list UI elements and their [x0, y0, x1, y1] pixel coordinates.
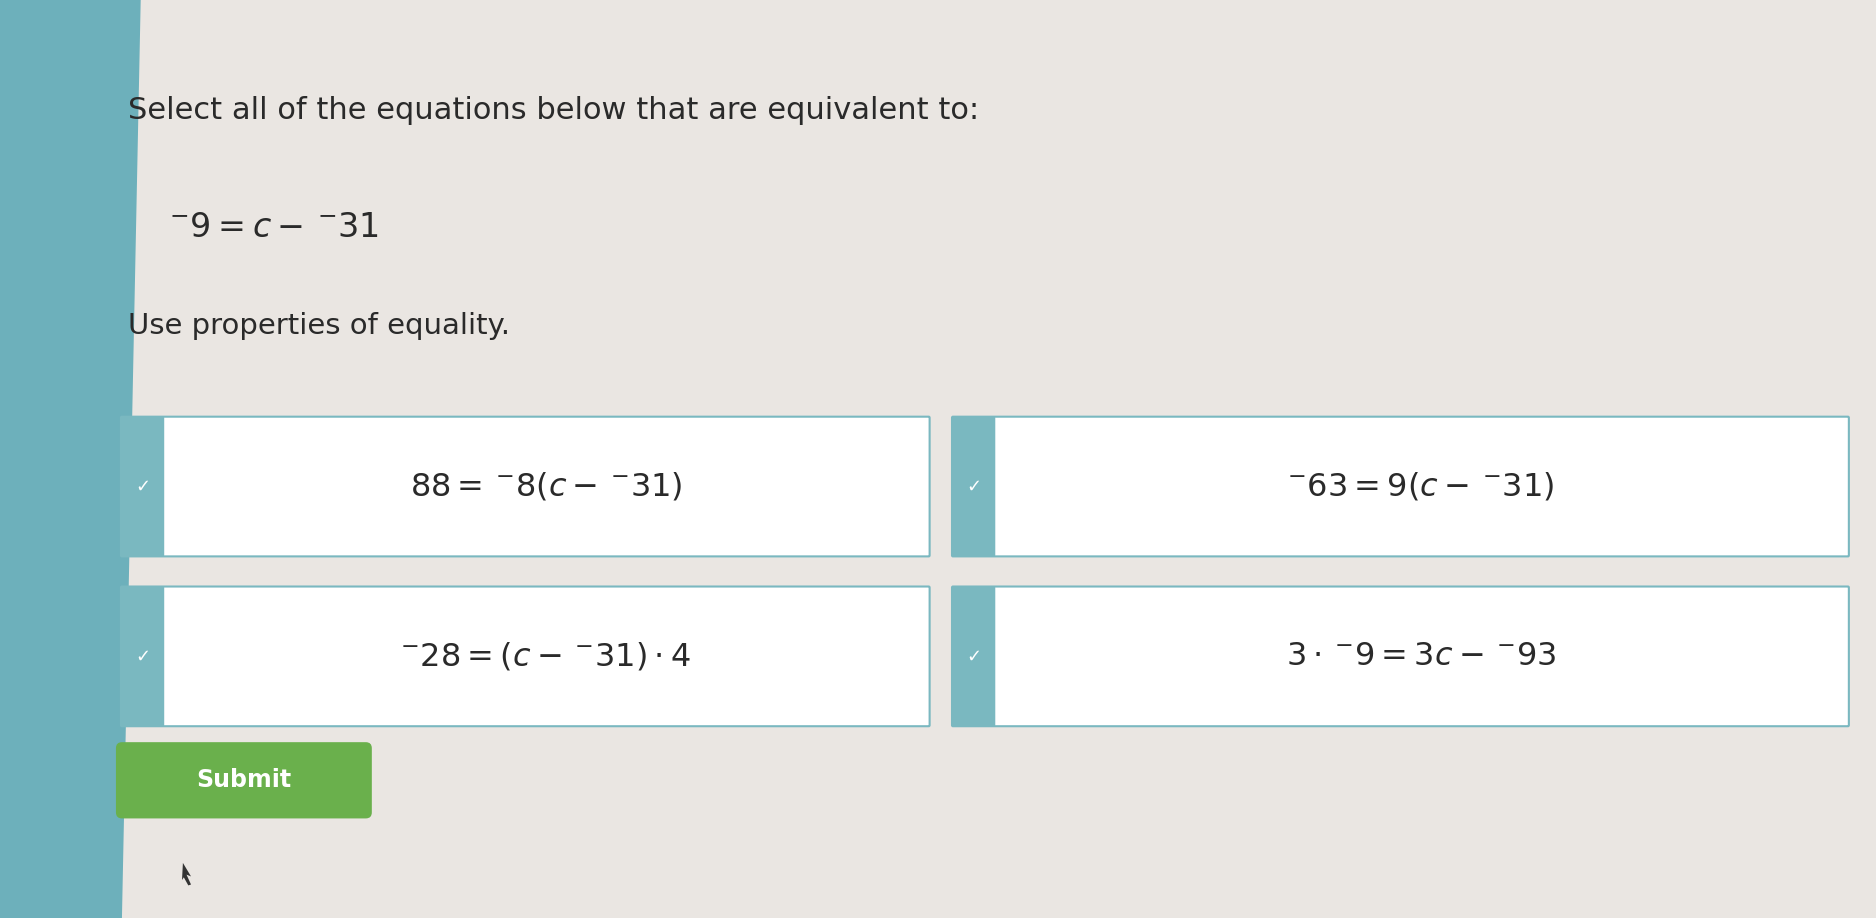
- Text: $88 = \,^{-}8(c - \,^{-}31)$: $88 = \,^{-}8(c - \,^{-}31)$: [409, 471, 683, 502]
- Text: $^{-}28 = (c - \,^{-}31) \cdot 4$: $^{-}28 = (c - \,^{-}31) \cdot 4$: [400, 641, 692, 672]
- Text: $^{-}9 = c - \,^{-}31$: $^{-}9 = c - \,^{-}31$: [169, 211, 379, 244]
- FancyBboxPatch shape: [120, 587, 165, 726]
- Text: Select all of the equations below that are equivalent to:: Select all of the equations below that a…: [128, 96, 979, 126]
- FancyBboxPatch shape: [951, 417, 1850, 556]
- FancyBboxPatch shape: [951, 417, 996, 556]
- Text: Use properties of equality.: Use properties of equality.: [128, 312, 510, 341]
- Text: ✓: ✓: [966, 647, 981, 666]
- FancyBboxPatch shape: [116, 742, 371, 819]
- Text: Submit: Submit: [197, 768, 291, 792]
- Text: $3 \cdot \,^{-}9 = 3c - \,^{-}93$: $3 \cdot \,^{-}9 = 3c - \,^{-}93$: [1285, 641, 1557, 672]
- Text: ✓: ✓: [135, 477, 150, 496]
- Text: $^{-}63 = 9(c - \,^{-}31)$: $^{-}63 = 9(c - \,^{-}31)$: [1287, 471, 1555, 502]
- Polygon shape: [0, 0, 141, 918]
- Polygon shape: [182, 863, 191, 886]
- FancyBboxPatch shape: [120, 417, 165, 556]
- FancyBboxPatch shape: [951, 587, 996, 726]
- FancyBboxPatch shape: [120, 587, 930, 726]
- FancyBboxPatch shape: [951, 587, 1850, 726]
- Text: ✓: ✓: [135, 647, 150, 666]
- FancyBboxPatch shape: [90, 0, 1876, 918]
- Text: ✓: ✓: [966, 477, 981, 496]
- FancyBboxPatch shape: [120, 417, 930, 556]
